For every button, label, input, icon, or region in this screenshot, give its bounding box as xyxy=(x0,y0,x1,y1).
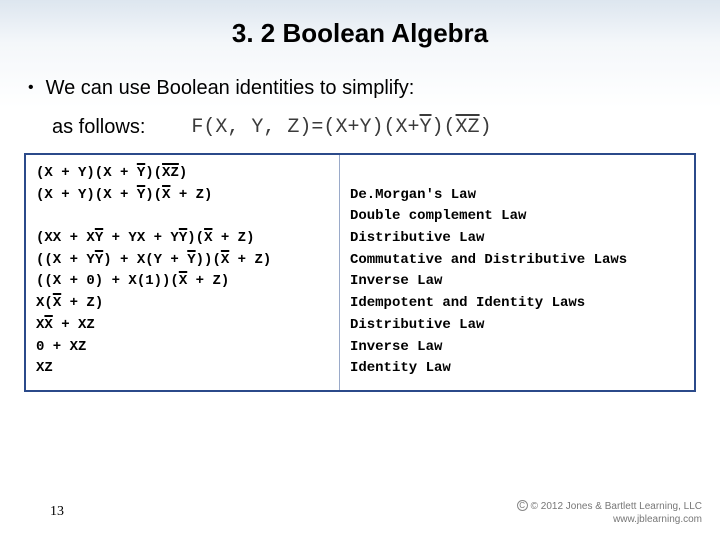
formula-row: as follows: F(X, Y, Z)=(X+Y)(X+Y)(XZ) xyxy=(0,116,720,139)
copyright-line2: www.jblearning.com xyxy=(517,514,702,527)
formula-eq: = xyxy=(311,116,323,139)
derivation-step xyxy=(36,206,329,228)
derivation-step: (X + Y)(X + Y)(X + Z) xyxy=(36,185,329,207)
derivation-step: (X + Y)(X + Y)(XZ) xyxy=(36,163,329,185)
law-label: Double complement Law xyxy=(350,206,684,228)
bullet-dot: • xyxy=(28,79,34,97)
page-number: 13 xyxy=(50,504,64,520)
derivation-step: XZ xyxy=(36,358,329,380)
law-label: Idempotent and Identity Laws xyxy=(350,293,684,315)
main-formula: F(X, Y, Z)=(X+Y)(X+Y)(XZ) xyxy=(191,116,491,139)
law-label xyxy=(350,163,684,185)
formula-p2ybar: Y xyxy=(420,116,432,139)
bullet-row: • We can use Boolean identities to simpl… xyxy=(0,77,720,100)
formula-p3body: XZ xyxy=(456,116,480,139)
derivation-step: XX + XZ xyxy=(36,315,329,337)
steps-column: (X + Y)(X + Y)(XZ)(X + Y)(X + Y)(X + Z) (… xyxy=(26,155,340,390)
copyright-icon: C xyxy=(517,500,528,511)
laws-column: De.Morgan's LawDouble complement LawDist… xyxy=(340,155,694,390)
law-label: Inverse Law xyxy=(350,271,684,293)
derivation-table: (X + Y)(X + Y)(XZ)(X + Y)(X + Y)(X + Z) (… xyxy=(24,153,696,392)
as-follows-label: as follows: xyxy=(52,116,145,139)
formula-p3o: ( xyxy=(444,116,456,139)
formula-p2c: ) xyxy=(432,116,444,139)
derivation-step: ((X + YY) + X(Y + Y))(X + Z) xyxy=(36,250,329,272)
formula-p2o: ( xyxy=(383,116,395,139)
law-label: De.Morgan's Law xyxy=(350,185,684,207)
derivation-step: ((X + 0) + X(1))(X + Z) xyxy=(36,271,329,293)
copyright-text1: © 2012 Jones & Bartlett Learning, LLC xyxy=(531,501,702,512)
formula-p1o: ( xyxy=(323,116,335,139)
slide-title: 3. 2 Boolean Algebra xyxy=(0,0,720,49)
law-label: Identity Law xyxy=(350,358,684,380)
derivation-step: X(X + Z) xyxy=(36,293,329,315)
derivation-step: (XX + XY + YX + YY)(X + Z) xyxy=(36,228,329,250)
bullet-text: We can use Boolean identities to simplif… xyxy=(46,77,415,100)
formula-p3c: ) xyxy=(480,116,492,139)
formula-p1c: ) xyxy=(371,116,383,139)
copyright-block: C© 2012 Jones & Bartlett Learning, LLC w… xyxy=(517,500,702,526)
formula-p2x: X+ xyxy=(395,116,419,139)
law-label: Distributive Law xyxy=(350,315,684,337)
law-label: Distributive Law xyxy=(350,228,684,250)
formula-lhs: F(X, Y, Z) xyxy=(191,116,311,139)
copyright-line1: C© 2012 Jones & Bartlett Learning, LLC xyxy=(517,500,702,514)
law-label: Commutative and Distributive Laws xyxy=(350,250,684,272)
derivation-step: 0 + XZ xyxy=(36,337,329,359)
formula-p1b: X+Y xyxy=(335,116,371,139)
law-label: Inverse Law xyxy=(350,337,684,359)
